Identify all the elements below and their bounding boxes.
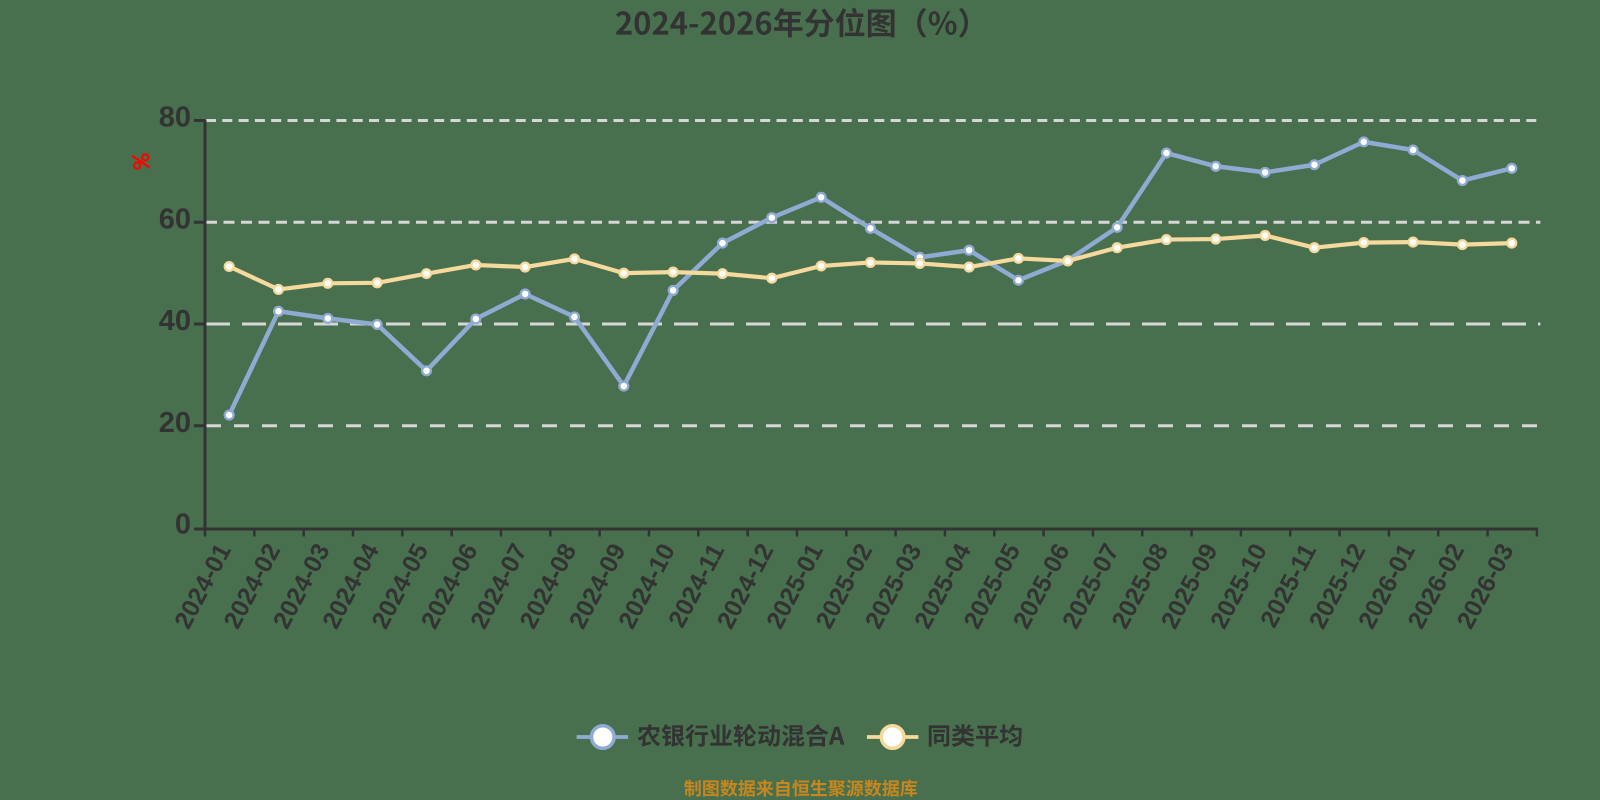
svg-text:60: 60	[159, 203, 191, 235]
svg-text:40: 40	[159, 305, 191, 337]
svg-text:20: 20	[159, 407, 191, 439]
svg-text:80: 80	[159, 102, 191, 134]
svg-text:0: 0	[175, 509, 191, 541]
